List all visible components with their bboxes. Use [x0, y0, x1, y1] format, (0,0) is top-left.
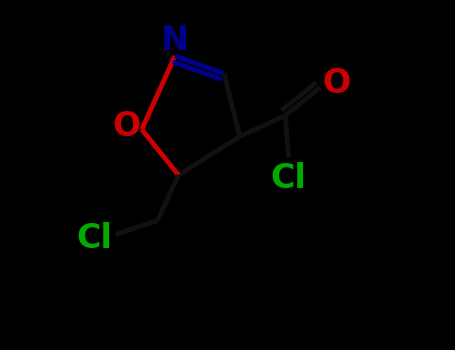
Text: O: O: [322, 67, 350, 100]
Text: O: O: [112, 110, 140, 142]
Text: Cl: Cl: [271, 162, 307, 195]
Text: N: N: [161, 24, 189, 57]
Text: Cl: Cl: [76, 222, 112, 254]
